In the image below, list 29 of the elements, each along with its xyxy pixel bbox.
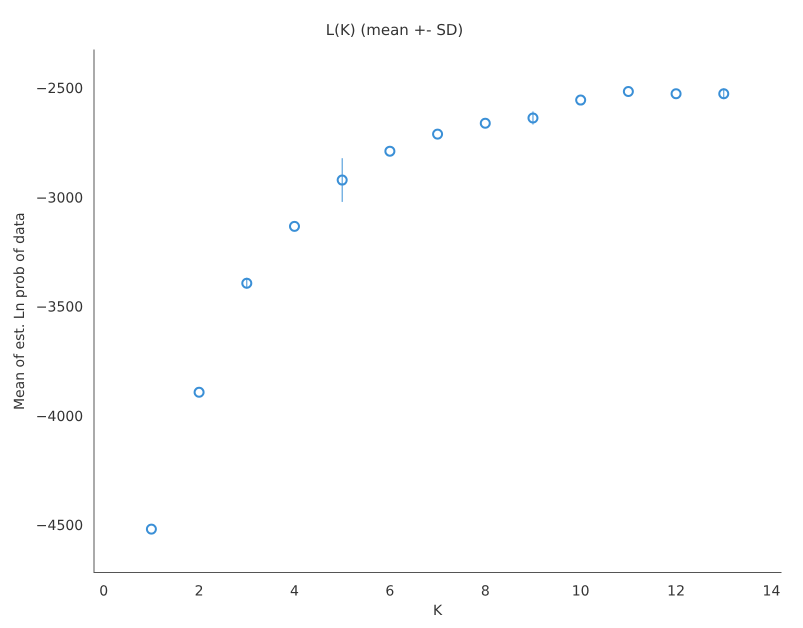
point: [480, 118, 491, 129]
y-tick-label: −2500: [36, 80, 84, 97]
x-tick-label: 2: [194, 583, 204, 600]
y-tick-label: −3000: [36, 190, 84, 206]
point: [288, 220, 300, 232]
y-tick-label: −3500: [36, 300, 84, 316]
point: [336, 174, 348, 186]
x-tick-label: 14: [762, 583, 780, 600]
y-axis-title: Mean of est. Ln prob of data: [12, 212, 28, 410]
point: [527, 112, 538, 124]
point: [241, 278, 252, 289]
point: [718, 88, 730, 100]
y-tick-label: −4500: [36, 518, 84, 534]
point: [575, 94, 586, 106]
chart-title: L(K) (mean +- SD): [326, 20, 464, 39]
x-tick-label: 12: [667, 583, 685, 600]
x-tick-label: 0: [99, 583, 108, 600]
point: [146, 524, 157, 535]
y-tick-label: −4000: [36, 408, 84, 425]
point: [384, 146, 396, 157]
point: [432, 128, 444, 140]
x-tick-label: 10: [572, 583, 590, 600]
point: [670, 88, 682, 100]
point: [622, 86, 634, 98]
x-tick-label: 8: [480, 583, 490, 600]
x-axis-title: K: [432, 603, 443, 620]
point: [194, 386, 205, 398]
x-tick-label: 6: [385, 583, 394, 600]
x-tick-label: 4: [290, 583, 300, 600]
